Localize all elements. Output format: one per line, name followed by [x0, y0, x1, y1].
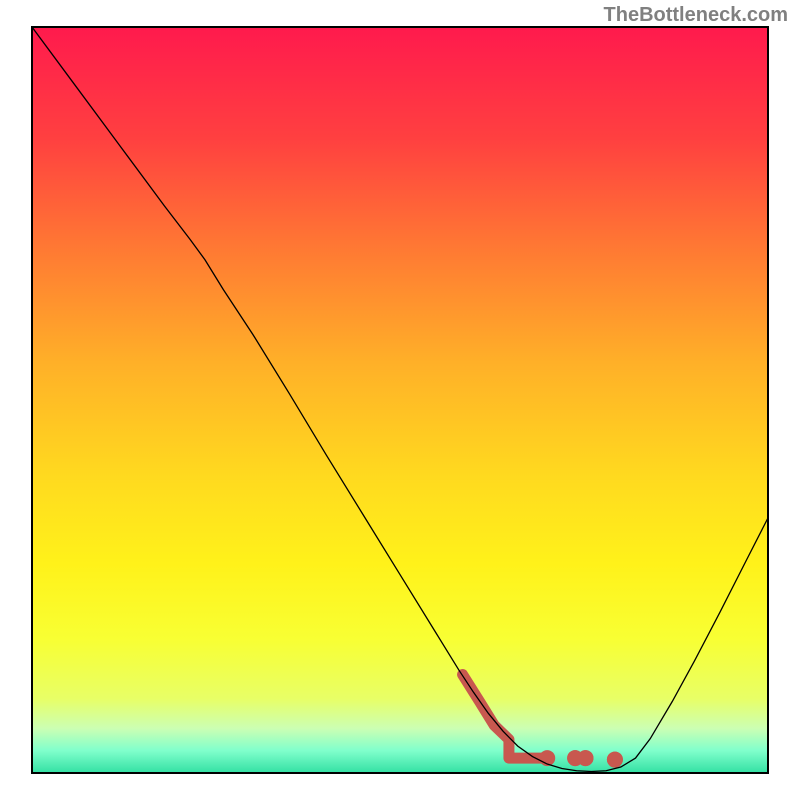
- chart-background-gradient: [32, 27, 768, 773]
- watermark-text: TheBottleneck.com: [604, 4, 788, 27]
- marker-dot: [577, 750, 593, 766]
- marker-dot: [607, 752, 623, 768]
- bottleneck-chart: [0, 0, 800, 800]
